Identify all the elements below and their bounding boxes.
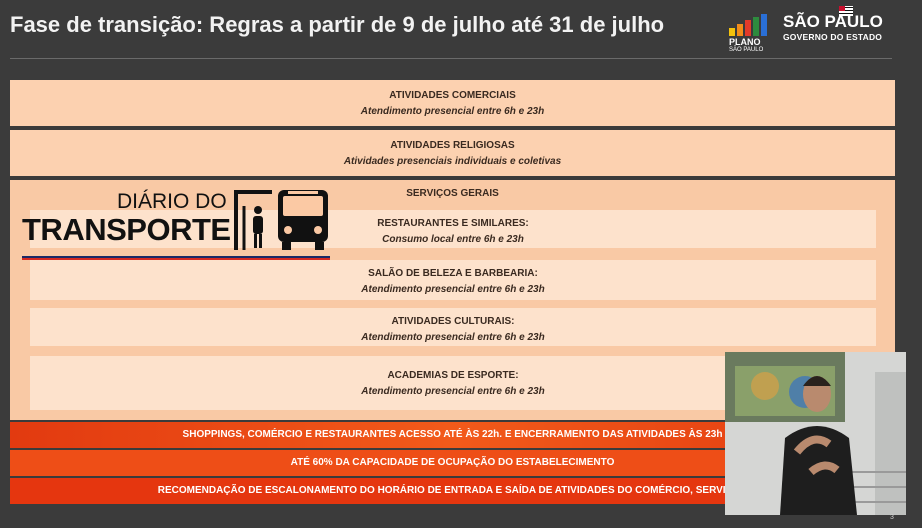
watermark-line1: DIÁRIO DO [117, 190, 227, 213]
bus-stop-icon [234, 190, 328, 250]
page-number: 3 [890, 514, 894, 521]
block-subtitle: Atividades presenciais individuais e col… [343, 156, 562, 167]
sub-block-title: RESTAURANTES E SIMILARES: [377, 218, 529, 229]
sp-flag-icon [839, 6, 853, 16]
sub-block-restaurantes: RESTAURANTES E SIMILARES: Consumo local … [30, 210, 876, 248]
title-divider [10, 58, 892, 59]
sub-block-subtitle: Atendimento presencial entre 6h e 23h [361, 332, 545, 343]
sub-block-salao-beleza: SALÃO DE BELEZA E BARBEARIA: Atendimento… [30, 260, 876, 300]
plano-name: PLANO [729, 37, 761, 47]
block-title: SERVIÇOS GERAIS [406, 188, 499, 199]
sub-block-title: SALÃO DE BELEZA E BARBEARIA: [368, 268, 538, 279]
sub-block-title: ATIVIDADES CULTURAIS: [391, 316, 515, 327]
slide-title: Fase de transição: Regras a partir de 9 … [10, 12, 665, 37]
plano-sub: SÃO PAULO [729, 47, 764, 53]
sub-block-subtitle: Atendimento presencial entre 6h e 23h [361, 284, 545, 295]
block-subtitle: Atendimento presencial entre 6h e 23h [360, 106, 545, 117]
sp-sub: GOVERNO DO ESTADO [783, 32, 883, 42]
plano-sao-paulo-logo: PLANO SÃO PAULO [729, 14, 773, 54]
watermark-line2: TRANSPORTE [22, 212, 231, 247]
sub-block-subtitle: Atendimento presencial entre 6h e 23h [361, 386, 545, 397]
block-title: ATIVIDADES COMERCIAIS [389, 90, 516, 101]
plano-bars-icon [729, 14, 773, 36]
diario-do-transporte-watermark: DIÁRIO DO TRANSPORTE [22, 186, 332, 266]
interpreter-figure-icon [725, 352, 906, 515]
block-atividades-comerciais: ATIVIDADES COMERCIAIS Atendimento presen… [10, 80, 895, 126]
block-atividades-religiosas: ATIVIDADES RELIGIOSAS Atividades presenc… [10, 130, 895, 176]
sub-block-subtitle: Consumo local entre 6h e 23h [382, 234, 524, 245]
governo-sp-logo: SÃO PAULO GOVERNO DO ESTADO [783, 6, 903, 52]
sp-name: SÃO PAULO [783, 12, 883, 31]
sub-block-atividades-culturais: ATIVIDADES CULTURAIS: Atendimento presen… [30, 308, 876, 346]
watermark-stripe [22, 256, 330, 260]
sub-block-title: ACADEMIAS DE ESPORTE: [387, 370, 519, 381]
block-title: ATIVIDADES RELIGIOSAS [390, 140, 515, 151]
sign-language-interpreter-video [725, 352, 906, 515]
